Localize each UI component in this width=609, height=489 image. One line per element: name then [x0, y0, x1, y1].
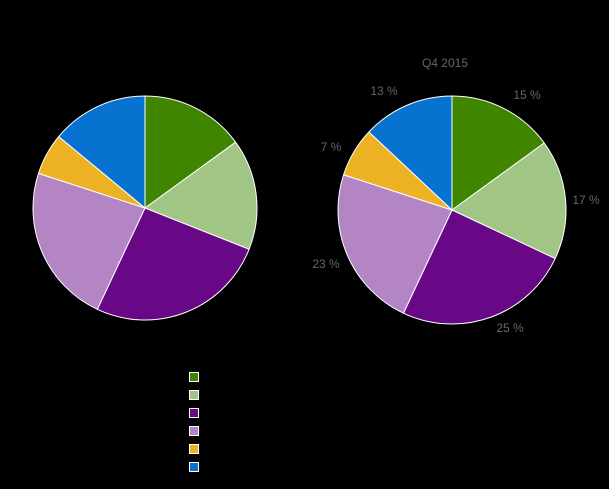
pie-slice[interactable]	[57, 95, 146, 210]
pie-slice[interactable]	[337, 174, 453, 314]
legend-swatch	[189, 390, 199, 400]
pie-slice[interactable]	[144, 95, 237, 209]
legend-swatch	[189, 372, 199, 382]
legend-item-1[interactable]	[189, 368, 207, 386]
legend-item-5[interactable]	[189, 440, 207, 458]
legend-swatch	[189, 408, 199, 418]
pie-chart-left	[32, 95, 258, 321]
legend-swatch	[189, 444, 199, 454]
pie-chart-right	[337, 95, 567, 325]
legend-item-3[interactable]	[189, 404, 207, 422]
slice-label-6: 13 %	[370, 84, 398, 98]
pie-right-title: Q4 2015	[422, 56, 468, 70]
legend-item-6[interactable]	[189, 458, 207, 476]
legend	[189, 368, 207, 476]
slice-label-1: 15 %	[513, 88, 541, 102]
legend-swatch	[189, 462, 199, 472]
pie-slice[interactable]	[451, 95, 545, 211]
slice-label-3: 25 %	[496, 321, 524, 335]
pie-slice[interactable]	[402, 209, 556, 325]
legend-item-4[interactable]	[189, 422, 207, 440]
slice-label-2: 17 %	[572, 193, 600, 207]
legend-swatch	[189, 426, 199, 436]
slice-label-5: 7 %	[321, 140, 342, 154]
pie-slice[interactable]	[143, 141, 258, 250]
slice-label-4: 23 %	[312, 257, 340, 271]
pie-slice[interactable]	[96, 207, 250, 321]
pie-slice[interactable]	[32, 172, 146, 311]
pie-slice[interactable]	[368, 95, 453, 212]
pie-slice[interactable]	[451, 142, 567, 260]
legend-item-2[interactable]	[189, 386, 207, 404]
